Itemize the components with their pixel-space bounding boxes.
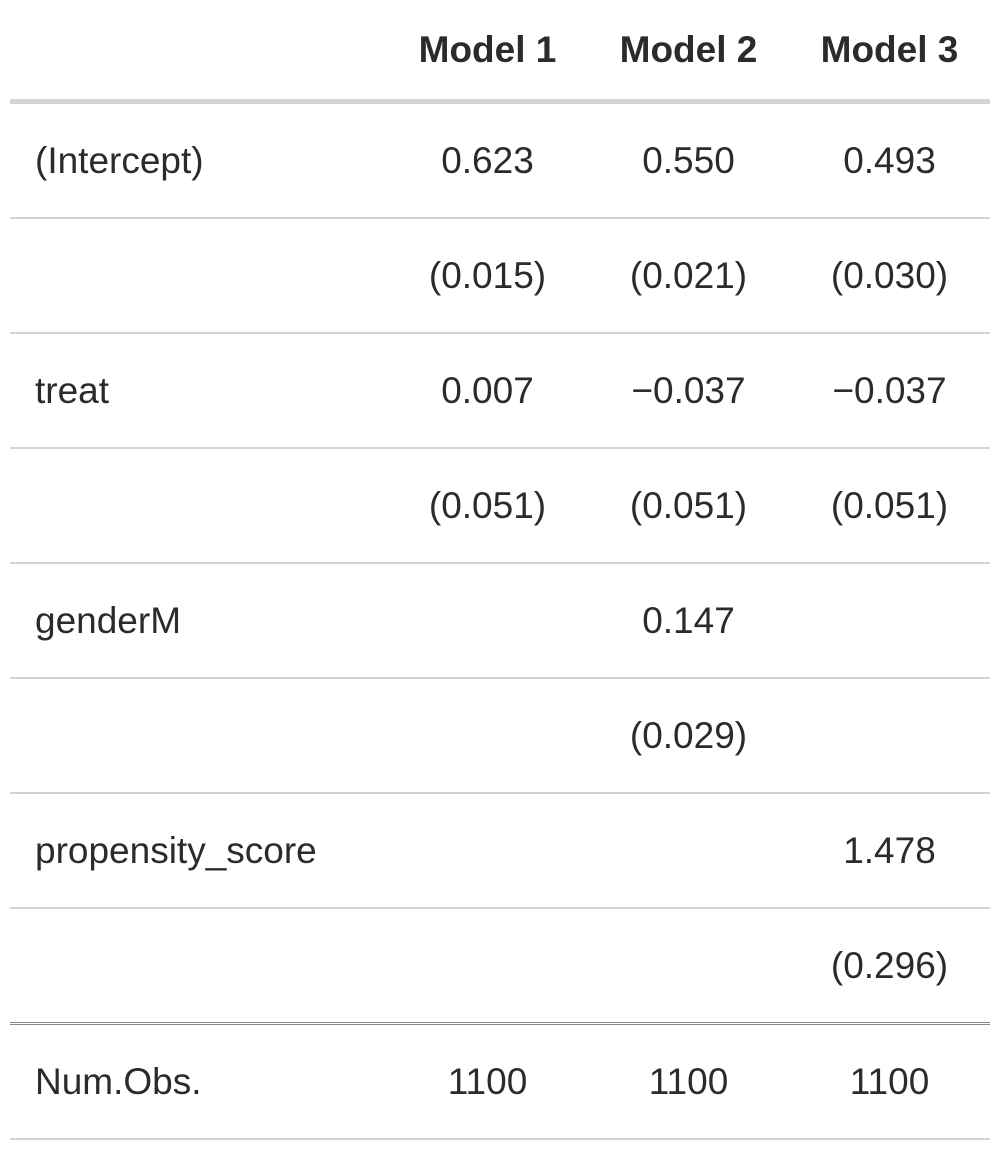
cell-model-3: −0.037 bbox=[789, 333, 990, 449]
table-row-propensity-score-se: (0.296) bbox=[10, 908, 990, 1025]
cell-model-3: 1100 bbox=[789, 1023, 990, 1140]
cell-model-1: 0.007 bbox=[387, 333, 588, 449]
cell-model-2: 1100 bbox=[588, 1023, 789, 1140]
cell-model-2: (0.029) bbox=[588, 678, 789, 794]
row-label: Num.Obs. bbox=[10, 1023, 387, 1140]
cell-model-3: (0.051) bbox=[789, 448, 990, 564]
header-cell-model-1: Model 1 bbox=[387, 0, 588, 104]
table-row-propensity-score: propensity_score 1.478 bbox=[10, 793, 990, 909]
table-row-genderm: genderM 0.147 bbox=[10, 563, 990, 679]
cell-model-1 bbox=[387, 563, 588, 679]
table-row-treat: treat 0.007 −0.037 −0.037 bbox=[10, 333, 990, 449]
row-label bbox=[10, 218, 387, 334]
row-label: genderM bbox=[10, 563, 387, 679]
row-label: treat bbox=[10, 333, 387, 449]
cell-model-1: (0.051) bbox=[387, 448, 588, 564]
regression-table: Model 1 Model 2 Model 3 (Intercept) 0.62… bbox=[10, 0, 990, 1140]
header-cell-label bbox=[10, 0, 387, 104]
table-row-intercept: (Intercept) 0.623 0.550 0.493 bbox=[10, 101, 990, 219]
cell-model-2: (0.051) bbox=[588, 448, 789, 564]
row-label bbox=[10, 678, 387, 794]
cell-model-1: 0.623 bbox=[387, 101, 588, 219]
table-row-genderm-se: (0.029) bbox=[10, 678, 990, 794]
header-cell-model-2: Model 2 bbox=[588, 0, 789, 104]
cell-model-2: −0.037 bbox=[588, 333, 789, 449]
cell-model-3: 0.493 bbox=[789, 101, 990, 219]
header-cell-model-3: Model 3 bbox=[789, 0, 990, 104]
row-label: (Intercept) bbox=[10, 101, 387, 219]
cell-model-3: (0.030) bbox=[789, 218, 990, 334]
cell-model-2: 0.550 bbox=[588, 101, 789, 219]
cell-model-2: 0.147 bbox=[588, 563, 789, 679]
table-row-treat-se: (0.051) (0.051) (0.051) bbox=[10, 448, 990, 564]
cell-model-1: (0.015) bbox=[387, 218, 588, 334]
table-row-num-obs: Num.Obs. 1100 1100 1100 bbox=[10, 1023, 990, 1140]
cell-model-1: 1100 bbox=[387, 1023, 588, 1140]
cell-model-1 bbox=[387, 908, 588, 1025]
cell-model-2 bbox=[588, 908, 789, 1025]
cell-model-3 bbox=[789, 563, 990, 679]
cell-model-2 bbox=[588, 793, 789, 909]
cell-model-3: 1.478 bbox=[789, 793, 990, 909]
cell-model-1 bbox=[387, 678, 588, 794]
regression-table-container: Model 1 Model 2 Model 3 (Intercept) 0.62… bbox=[10, 0, 990, 1140]
row-label: propensity_score bbox=[10, 793, 387, 909]
cell-model-3: (0.296) bbox=[789, 908, 990, 1025]
header-row: Model 1 Model 2 Model 3 bbox=[10, 0, 990, 104]
cell-model-1 bbox=[387, 793, 588, 909]
row-label bbox=[10, 908, 387, 1025]
cell-model-2: (0.021) bbox=[588, 218, 789, 334]
cell-model-3 bbox=[789, 678, 990, 794]
table-row-intercept-se: (0.015) (0.021) (0.030) bbox=[10, 218, 990, 334]
row-label bbox=[10, 448, 387, 564]
